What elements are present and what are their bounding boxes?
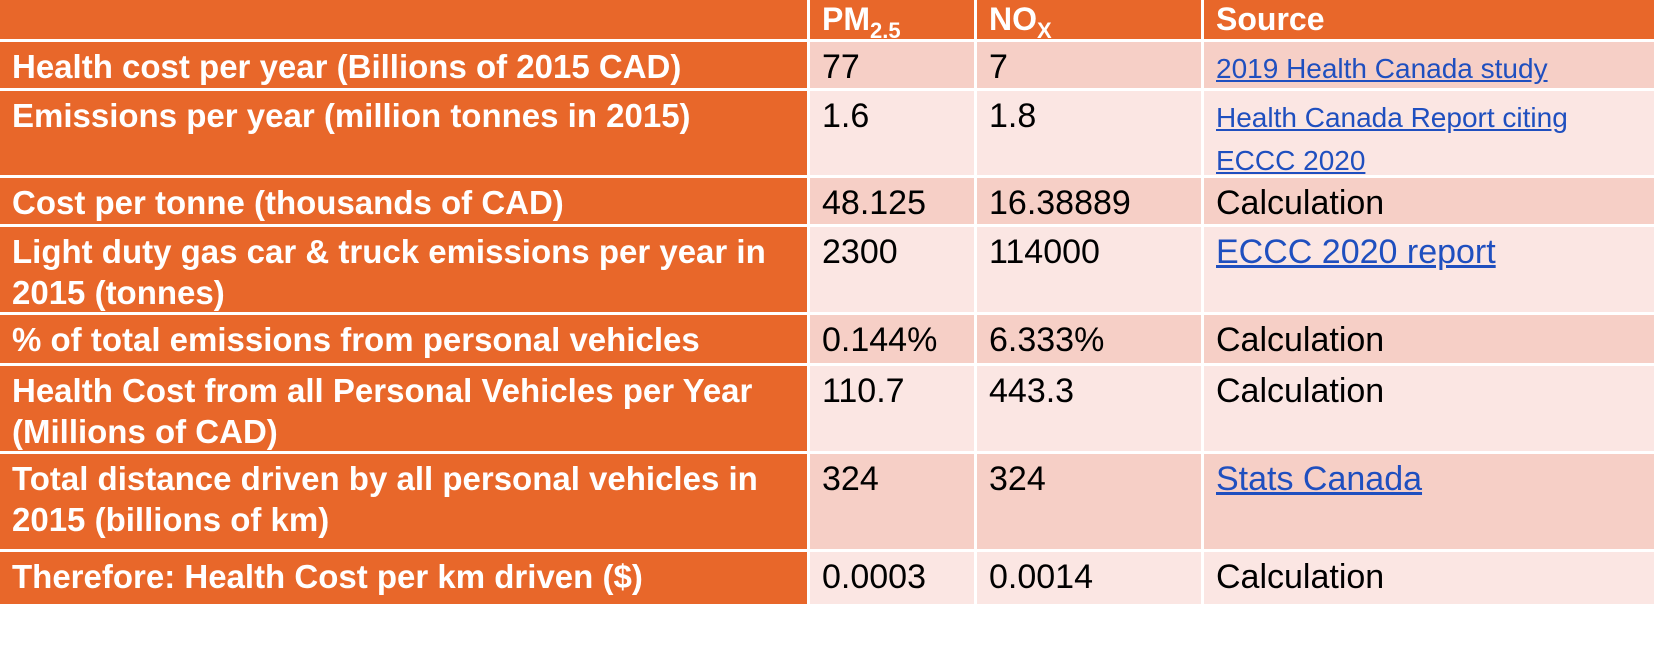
source-link[interactable]: Health Canada Report citing ECCC 2020 [1216, 102, 1568, 176]
row-nox-value: 443.3 [977, 366, 1204, 454]
row-label: Light duty gas car & truck emissions per… [0, 227, 810, 315]
row-label: % of total emissions from personal vehic… [0, 315, 810, 366]
row-pm25-value: 2300 [810, 227, 977, 315]
row-pm25-value: 1.6 [810, 91, 977, 178]
row-source: ECCC 2020 report [1204, 227, 1654, 315]
row-pm25-value: 0.144% [810, 315, 977, 366]
row-pm25-value: 0.0003 [810, 552, 977, 607]
row-source: Calculation [1204, 315, 1654, 366]
row-pm25-value: 48.125 [810, 178, 977, 227]
row-pm25-value: 77 [810, 42, 977, 91]
source-link[interactable]: 2019 Health Canada study [1216, 53, 1548, 84]
row-source: Stats Canada [1204, 454, 1654, 552]
row-label: Cost per tonne (thousands of CAD) [0, 178, 810, 227]
header-nox-sub: X [1037, 18, 1052, 42]
row-source: Calculation [1204, 178, 1654, 227]
row-nox-value: 1.8 [977, 91, 1204, 178]
row-label: Health Cost from all Personal Vehicles p… [0, 366, 810, 454]
row-pm25-value: 110.7 [810, 366, 977, 454]
row-pm25-value: 324 [810, 454, 977, 552]
row-label: Therefore: Health Cost per km driven ($) [0, 552, 810, 607]
row-label: Health cost per year (Billions of 2015 C… [0, 42, 810, 91]
row-label: Emissions per year (million tonnes in 20… [0, 91, 810, 178]
header-pm25-sub: 2.5 [870, 18, 901, 42]
row-nox-value: 6.333% [977, 315, 1204, 366]
row-nox-value: 324 [977, 454, 1204, 552]
header-label-cell [0, 0, 810, 42]
row-nox-value: 114000 [977, 227, 1204, 315]
source-link[interactable]: ECCC 2020 report [1216, 233, 1496, 271]
header-nox: NOX [977, 0, 1204, 42]
row-nox-value: 0.0014 [977, 552, 1204, 607]
row-nox-value: 16.38889 [977, 178, 1204, 227]
row-source: 2019 Health Canada study [1204, 42, 1654, 91]
row-source: Calculation [1204, 366, 1654, 454]
header-source: Source [1204, 0, 1654, 42]
source-link[interactable]: Stats Canada [1216, 460, 1423, 498]
row-nox-value: 7 [977, 42, 1204, 91]
header-nox-main: NO [989, 1, 1037, 37]
header-pm25-main: PM [822, 1, 870, 37]
row-label: Total distance driven by all personal ve… [0, 454, 810, 552]
row-source: Calculation [1204, 552, 1654, 607]
header-pm25: PM2.5 [810, 0, 977, 42]
row-source: Health Canada Report citing ECCC 2020 [1204, 91, 1654, 178]
